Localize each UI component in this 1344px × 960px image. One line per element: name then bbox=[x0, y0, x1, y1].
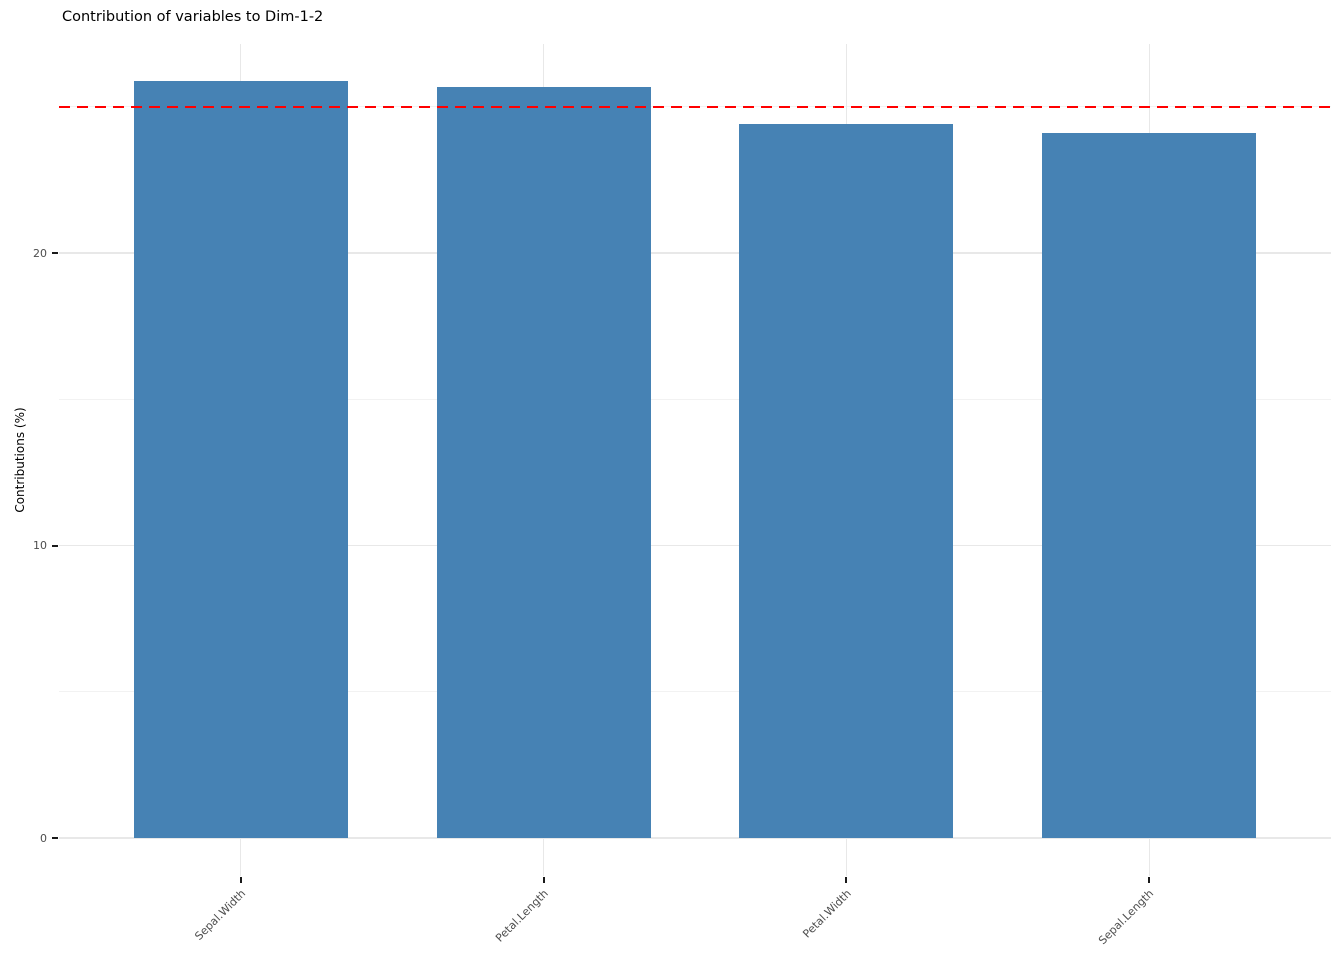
y-tick-mark-20 bbox=[52, 252, 58, 254]
x-tick-mark-1 bbox=[542, 877, 545, 883]
gridline-major-y-10 bbox=[59, 544, 1331, 547]
bar-sepal-width bbox=[133, 81, 348, 838]
gridline-major-y-0 bbox=[59, 837, 1331, 839]
y-tick-mark-10 bbox=[52, 544, 58, 547]
gridline-major-y-20 bbox=[59, 252, 1331, 254]
bar-sepal-length bbox=[1042, 133, 1257, 838]
x-tick-label-text: Sepal.Width bbox=[192, 887, 248, 943]
chart-title: Contribution of variables to Dim-1-2 bbox=[62, 9, 324, 25]
x-tick-label-text: Petal.Width bbox=[800, 887, 854, 941]
y-tick-label-20: 20 bbox=[33, 246, 47, 260]
bar-petal-width bbox=[739, 124, 954, 838]
gridline-minor-y-5 bbox=[59, 691, 1331, 693]
y-tick-label-10: 10 bbox=[33, 539, 47, 552]
x-tick-mark-0 bbox=[239, 877, 242, 883]
x-tick-mark-2 bbox=[845, 877, 848, 883]
y-axis-title-text: Contributions (%) bbox=[13, 407, 27, 513]
gridline-minor-y-15 bbox=[59, 398, 1331, 400]
y-tick-label-0: 0 bbox=[40, 831, 47, 845]
x-tick-label-text: Sepal.Length bbox=[1096, 887, 1157, 948]
x-tick-mark-3 bbox=[1148, 877, 1151, 883]
reference-dashed-line bbox=[59, 105, 1331, 108]
bar-petal-length bbox=[436, 87, 651, 838]
y-tick-mark-0 bbox=[52, 837, 58, 839]
x-tick-label-text: Petal.Length bbox=[493, 887, 551, 945]
